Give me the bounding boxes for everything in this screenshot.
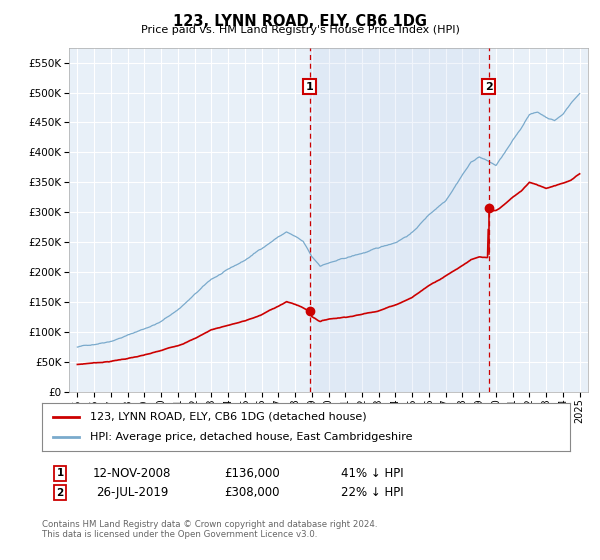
Text: HPI: Average price, detached house, East Cambridgeshire: HPI: Average price, detached house, East… — [89, 432, 412, 442]
Text: This data is licensed under the Open Government Licence v3.0.: This data is licensed under the Open Gov… — [42, 530, 317, 539]
Text: 26-JUL-2019: 26-JUL-2019 — [96, 486, 168, 500]
Text: Price paid vs. HM Land Registry's House Price Index (HPI): Price paid vs. HM Land Registry's House … — [140, 25, 460, 35]
Text: 12-NOV-2008: 12-NOV-2008 — [93, 466, 171, 480]
Text: 22% ↓ HPI: 22% ↓ HPI — [341, 486, 403, 500]
Text: 123, LYNN ROAD, ELY, CB6 1DG: 123, LYNN ROAD, ELY, CB6 1DG — [173, 14, 427, 29]
Text: 41% ↓ HPI: 41% ↓ HPI — [341, 466, 403, 480]
Bar — [310, 48, 489, 392]
Text: £308,000: £308,000 — [224, 486, 280, 500]
Text: 2: 2 — [485, 82, 493, 91]
Text: £136,000: £136,000 — [224, 466, 280, 480]
Text: 1: 1 — [56, 468, 64, 478]
Text: 2: 2 — [56, 488, 64, 498]
Text: 123, LYNN ROAD, ELY, CB6 1DG (detached house): 123, LYNN ROAD, ELY, CB6 1DG (detached h… — [89, 412, 366, 422]
Text: Contains HM Land Registry data © Crown copyright and database right 2024.: Contains HM Land Registry data © Crown c… — [42, 520, 377, 529]
Text: 1: 1 — [306, 82, 313, 91]
